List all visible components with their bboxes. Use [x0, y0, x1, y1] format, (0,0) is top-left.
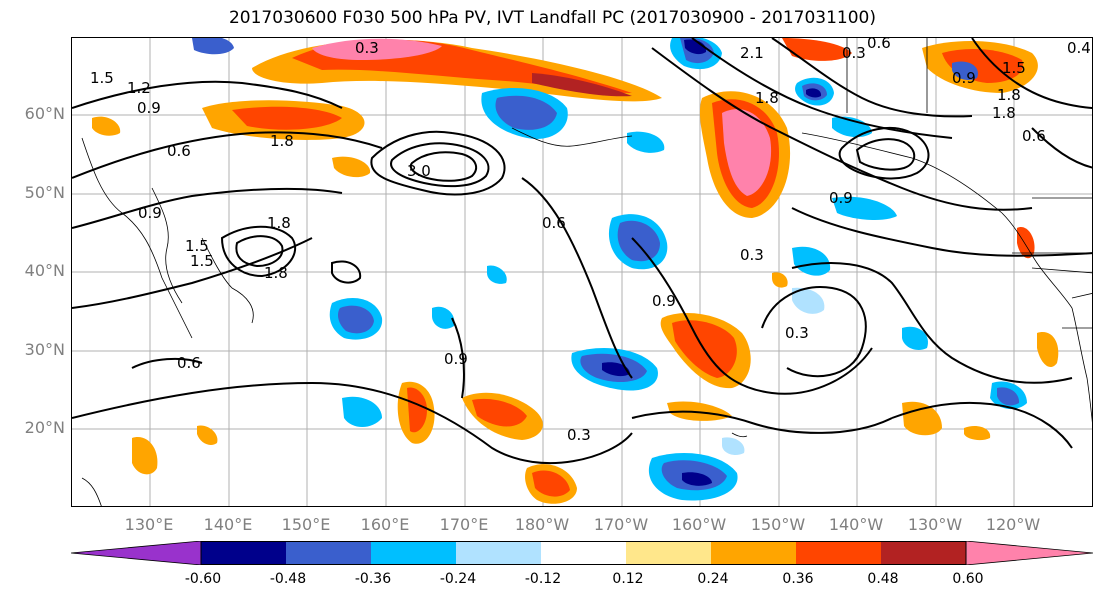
colorbar-swatch: [71, 541, 202, 565]
contour-label: 0.6: [1022, 127, 1046, 145]
longitude-label: 130°W: [907, 515, 963, 534]
latitude-label: 40°N: [24, 261, 65, 280]
longitude-label: 160°E: [360, 515, 410, 534]
contour-label: 0.3: [355, 39, 379, 57]
positive-pv-anomalies: [92, 38, 1059, 504]
colorbar-tick-label: 0.12: [612, 571, 644, 587]
latitude-label: 50°N: [24, 183, 65, 202]
colorbar-tick-label: -0.24: [439, 571, 477, 587]
contour-label: 0.3: [785, 324, 809, 342]
negative-pv-anomalies: [192, 38, 1027, 501]
contour-label: 1.8: [992, 104, 1016, 122]
contour-label: 0.6: [167, 142, 191, 160]
contour-label: 0.3: [740, 246, 764, 264]
colorbar-swatch: [371, 541, 456, 565]
longitude-label: 150°W: [750, 515, 806, 534]
longitude-label: 130°E: [124, 515, 174, 534]
pv-anomaly-map: 0.3 2.1 1.5 1.2 0.9 1.8 0.6 3.0 1.5 1.8 …: [72, 38, 1092, 506]
contour-label: 1.8: [755, 89, 779, 107]
contour-label: 2.1: [740, 44, 764, 62]
colorbar-tick-label: -0.60: [184, 571, 222, 587]
colorbar-swatch: [286, 541, 371, 565]
contour-label: 1.5: [185, 237, 209, 255]
colorbar-tick-label: -0.12: [524, 571, 562, 587]
colorbar-tick-label: 0.60: [952, 571, 984, 587]
colorbar: [71, 541, 1093, 565]
map-panel: 0.3 2.1 1.5 1.2 0.9 1.8 0.6 3.0 1.5 1.8 …: [71, 37, 1093, 507]
colorbar-tick-label: 0.48: [867, 571, 899, 587]
latitude-label: 60°N: [24, 104, 65, 123]
contour-label: 0.9: [444, 350, 468, 368]
colorbar-tick-label: 0.24: [697, 571, 729, 587]
longitude-label: 170°W: [593, 515, 649, 534]
colorbar-swatch: [965, 541, 1093, 565]
contour-label-group: 0.3 2.1 1.5 1.2 0.9 1.8 0.6 3.0 1.5 1.8 …: [90, 38, 1091, 444]
contour-label: 0.9: [137, 99, 161, 117]
contour-label: 1.2: [127, 79, 151, 97]
contour-label: 3.0: [407, 162, 431, 180]
contour-label: 0.9: [952, 69, 976, 87]
contour-label: 0.4: [1067, 39, 1091, 57]
contour-label: 0.6: [867, 38, 891, 52]
colorbar-tick-label: 0.36: [782, 571, 814, 587]
longitude-label: 140°W: [828, 515, 884, 534]
colorbar-tick-label: -0.48: [269, 571, 307, 587]
colorbar-swatch: [626, 541, 711, 565]
contour-label: 1.5: [190, 252, 214, 270]
contour-label: 1.8: [264, 264, 288, 282]
contour-label: 1.5: [1002, 59, 1026, 77]
chart-title: 2017030600 F030 500 hPa PV, IVT Landfall…: [228, 8, 876, 28]
colorbar-swatch: [201, 541, 286, 565]
contour-label: 1.8: [997, 86, 1021, 104]
contour-label: 0.6: [177, 354, 201, 372]
colorbar-swatch: [541, 541, 626, 565]
longitude-label: 160°W: [671, 515, 727, 534]
contour-label: 0.9: [829, 189, 853, 207]
contour-label: 1.8: [270, 132, 294, 150]
longitude-label: 150°E: [281, 515, 331, 534]
longitude-label: 140°E: [203, 515, 253, 534]
contour-label: 1.8: [267, 214, 291, 232]
longitude-label: 120°W: [985, 515, 1041, 534]
contour-label: 0.6: [542, 214, 566, 232]
latitude-label: 20°N: [24, 418, 65, 437]
colorbar-swatch: [456, 541, 541, 565]
coastlines: [81, 38, 1092, 506]
colorbar-swatch: [881, 541, 966, 565]
contour-label: 1.5: [90, 69, 114, 87]
contour-label: 0.9: [138, 204, 162, 222]
pv-contours: [72, 38, 1092, 464]
contour-label: 0.9: [652, 292, 676, 310]
colorbar-swatch: [711, 541, 796, 565]
contour-label: 0.3: [842, 44, 866, 62]
colorbar-tick-label: -0.36: [354, 571, 392, 587]
longitude-label: 170°E: [439, 515, 489, 534]
colorbar-swatch: [796, 541, 881, 565]
contour-label: 0.3: [567, 426, 591, 444]
latitude-label: 30°N: [24, 340, 65, 359]
longitude-label: 180°W: [514, 515, 570, 534]
